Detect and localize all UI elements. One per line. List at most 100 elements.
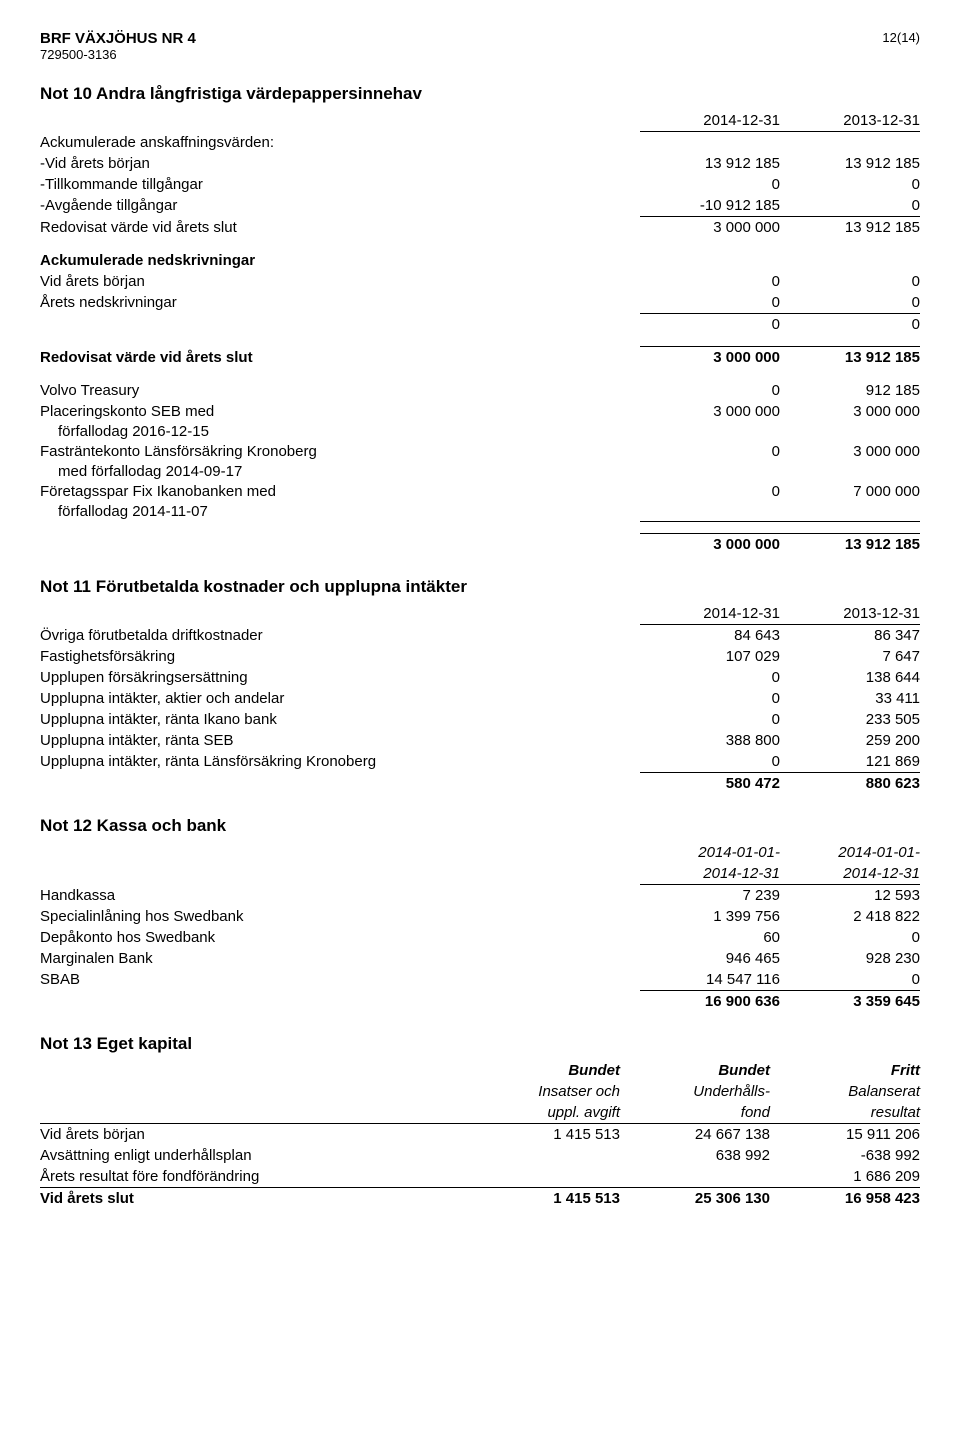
row-label: Fasträntekonto Länsförsäkring Kronoberg <box>40 441 640 462</box>
row-value: 580 472 <box>640 772 780 794</box>
table-row: Vid årets början 1 415 513 24 667 138 15… <box>40 1123 920 1145</box>
row-value: 638 992 <box>620 1145 770 1166</box>
col-date-bot: 2014-12-31 <box>640 863 780 885</box>
table-row: Fastighetsförsäkring107 0297 647 <box>40 646 920 667</box>
org-block: BRF VÄXJÖHUS NR 4 729500-3136 <box>40 30 196 62</box>
row-value: 0 <box>640 441 780 462</box>
table-row: Upplupna intäkter, aktier och andelar033… <box>40 688 920 709</box>
row-sublabel: förfallodag 2016-12-15 <box>40 422 640 441</box>
table-row: Upplupen försäkringsersättning0138 644 <box>40 667 920 688</box>
col-date: 2014-12-31 <box>640 110 780 132</box>
row-value: 3 000 000 <box>640 216 780 238</box>
row-label: Redovisat värde vid årets slut <box>40 347 640 369</box>
table-row: Redovisat värde vid årets slut 3 000 000… <box>40 347 920 369</box>
row-value: 0 <box>640 709 780 730</box>
row-value: 24 667 138 <box>620 1123 770 1145</box>
col-date-bot: 2014-12-31 <box>780 863 920 885</box>
table-row: Upplupna intäkter, ränta Länsförsäkring … <box>40 751 920 773</box>
note11-title: Not 11 Förutbetalda kostnader och upplup… <box>40 577 920 597</box>
row-value: 138 644 <box>780 667 920 688</box>
row-label: Fastighetsförsäkring <box>40 646 640 667</box>
row-label: Företagsspar Fix Ikanobanken med <box>40 481 640 502</box>
row-value <box>470 1145 620 1166</box>
row-value: 0 <box>640 271 780 292</box>
row-label: Årets resultat före fondförändring <box>40 1166 470 1188</box>
table-row: Volvo Treasury 0 912 185 <box>40 380 920 401</box>
sum-row: Vid årets slut 1 415 513 25 306 130 16 9… <box>40 1187 920 1209</box>
row-value: 0 <box>640 174 780 195</box>
table-row: Specialinlåning hos Swedbank1 399 7562 4… <box>40 906 920 927</box>
row-value: 3 359 645 <box>780 990 920 1012</box>
row-value: 84 643 <box>640 624 780 646</box>
row-value: 15 911 206 <box>770 1123 920 1145</box>
row-label: Marginalen Bank <box>40 948 640 969</box>
row-value: 2 418 822 <box>780 906 920 927</box>
col-date-top: 2014-01-01- <box>780 842 920 863</box>
row-value: 0 <box>780 969 920 991</box>
row-value: 3 000 000 <box>780 441 920 462</box>
row-value: 0 <box>640 313 780 335</box>
note12-table: 2014-01-01- 2014-01-01- 2014-12-31 2014-… <box>40 842 920 1012</box>
row-value: 13 912 185 <box>780 347 920 369</box>
col-date: 2014-12-31 <box>640 603 780 625</box>
col-head: Underhålls- <box>620 1081 770 1102</box>
row-label: Upplupna intäkter, ränta Ikano bank <box>40 709 640 730</box>
row-label: Handkassa <box>40 884 640 906</box>
row-value: 86 347 <box>780 624 920 646</box>
table-row: Vid årets början 0 0 <box>40 271 920 292</box>
row-value: 0 <box>640 688 780 709</box>
row-value: 259 200 <box>780 730 920 751</box>
col-head: resultat <box>770 1102 920 1124</box>
row-value: 25 306 130 <box>620 1187 770 1209</box>
col-date-top: 2014-01-01- <box>640 842 780 863</box>
col-head: fond <box>620 1102 770 1124</box>
row-label: Vid årets slut <box>40 1187 470 1209</box>
row-value: 0 <box>640 481 780 502</box>
row-value: 0 <box>640 292 780 314</box>
row-value: 60 <box>640 927 780 948</box>
row-value: 33 411 <box>780 688 920 709</box>
page-header: BRF VÄXJÖHUS NR 4 729500-3136 12(14) <box>40 30 920 62</box>
table-row: Depåkonto hos Swedbank600 <box>40 927 920 948</box>
row-value: 0 <box>780 174 920 195</box>
row-value: 13 912 185 <box>780 533 920 555</box>
table-row: Redovisat värde vid årets slut 3 000 000… <box>40 216 920 238</box>
row-label: -Vid årets början <box>40 153 640 174</box>
row-value: 0 <box>640 380 780 401</box>
row-label: Redovisat värde vid årets slut <box>40 216 640 238</box>
org-id: 729500-3136 <box>40 47 196 62</box>
table-row: Årets resultat före fondförändring 1 686… <box>40 1166 920 1188</box>
org-name: BRF VÄXJÖHUS NR 4 <box>40 30 196 47</box>
row-label: Vid årets början <box>40 1123 470 1145</box>
row-value: 0 <box>640 667 780 688</box>
col-head: uppl. avgift <box>470 1102 620 1124</box>
row-label: Upplupen försäkringsersättning <box>40 667 640 688</box>
row-value: 3 000 000 <box>640 533 780 555</box>
row-value: -10 912 185 <box>640 195 780 217</box>
row-sublabel: förfallodag 2014-11-07 <box>40 502 640 521</box>
sum-row: 580 472880 623 <box>40 772 920 794</box>
ack-nedskr-label: Ackumulerade nedskrivningar <box>40 250 640 271</box>
table-row: Upplupna intäkter, ränta SEB388 800259 2… <box>40 730 920 751</box>
row-value: 880 623 <box>780 772 920 794</box>
table-row: Marginalen Bank946 465928 230 <box>40 948 920 969</box>
row-value <box>620 1166 770 1188</box>
row-label: Vid årets början <box>40 271 640 292</box>
row-label: Depåkonto hos Swedbank <box>40 927 640 948</box>
row-value: 16 958 423 <box>770 1187 920 1209</box>
row-label: Upplupna intäkter, ränta Länsförsäkring … <box>40 751 640 773</box>
row-value: 1 415 513 <box>470 1187 620 1209</box>
row-value: 0 <box>780 271 920 292</box>
row-value: 14 547 116 <box>640 969 780 991</box>
col-date: 2013-12-31 <box>780 603 920 625</box>
table-row: Placeringskonto SEB med 3 000 000 3 000 … <box>40 401 920 422</box>
col-head: Insatser och <box>470 1081 620 1102</box>
row-value: 1 399 756 <box>640 906 780 927</box>
row-value: 12 593 <box>780 884 920 906</box>
table-row: Fasträntekonto Länsförsäkring Kronoberg … <box>40 441 920 462</box>
note13-title: Not 13 Eget kapital <box>40 1034 920 1054</box>
col-head: Fritt <box>770 1060 920 1081</box>
row-label: Specialinlåning hos Swedbank <box>40 906 640 927</box>
table-row: Årets nedskrivningar 0 0 <box>40 292 920 314</box>
row-value: 121 869 <box>780 751 920 773</box>
